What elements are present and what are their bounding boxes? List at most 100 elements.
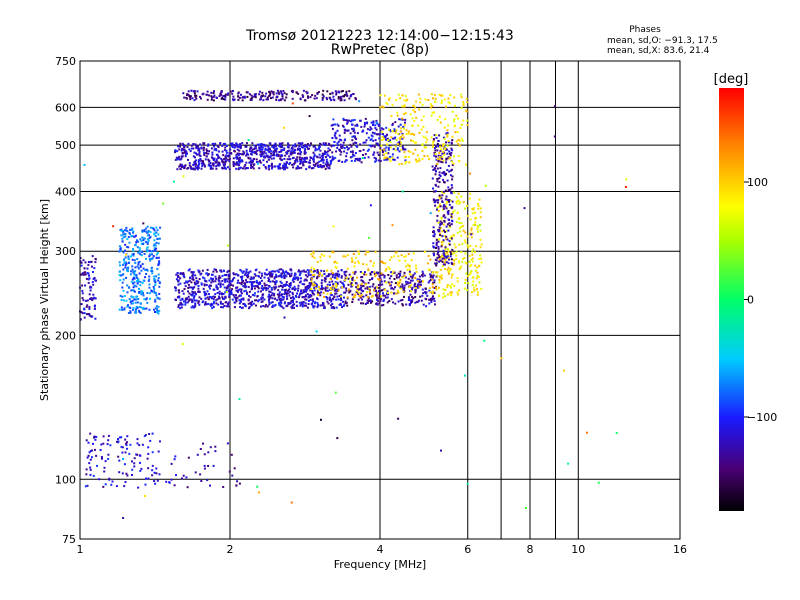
data-point bbox=[344, 274, 347, 277]
data-point bbox=[318, 147, 320, 150]
data-point bbox=[199, 143, 202, 146]
data-point bbox=[89, 286, 92, 289]
data-point bbox=[136, 265, 139, 268]
data-point bbox=[408, 270, 411, 273]
data-point bbox=[187, 456, 190, 459]
data-point bbox=[446, 133, 449, 136]
data-point bbox=[442, 143, 445, 146]
data-point bbox=[386, 158, 389, 161]
data-point bbox=[375, 119, 378, 122]
data-point bbox=[151, 451, 154, 454]
data-point bbox=[384, 288, 387, 291]
data-point bbox=[85, 305, 88, 308]
data-point bbox=[231, 298, 234, 301]
data-point bbox=[127, 255, 130, 258]
data-point bbox=[353, 118, 356, 121]
data-point bbox=[207, 298, 210, 301]
data-point bbox=[239, 147, 242, 150]
data-point bbox=[256, 286, 259, 288]
data-point bbox=[373, 289, 376, 292]
data-point bbox=[279, 280, 282, 283]
data-point bbox=[458, 217, 461, 220]
data-point bbox=[371, 300, 374, 303]
data-point bbox=[470, 233, 473, 236]
data-point bbox=[238, 398, 241, 401]
data-point bbox=[319, 304, 322, 307]
data-point bbox=[124, 249, 126, 252]
data-point bbox=[267, 273, 270, 275]
data-point bbox=[297, 284, 300, 287]
data-point bbox=[432, 187, 434, 190]
data-point bbox=[268, 303, 271, 306]
data-point bbox=[369, 204, 372, 207]
data-point bbox=[209, 295, 211, 298]
data-point bbox=[121, 286, 124, 289]
data-point bbox=[362, 290, 365, 293]
data-point bbox=[368, 287, 371, 290]
data-point bbox=[190, 89, 193, 92]
data-point bbox=[318, 160, 321, 163]
data-point bbox=[179, 164, 182, 167]
data-point bbox=[203, 290, 206, 293]
data-point bbox=[304, 298, 307, 301]
data-point bbox=[226, 166, 229, 169]
data-point bbox=[439, 259, 442, 262]
data-point bbox=[358, 262, 361, 265]
data-point bbox=[298, 152, 301, 155]
data-point bbox=[317, 289, 319, 292]
data-point bbox=[262, 99, 265, 102]
data-point bbox=[391, 130, 394, 133]
data-point bbox=[197, 285, 200, 287]
data-point bbox=[344, 119, 347, 122]
data-point bbox=[397, 276, 400, 279]
data-point bbox=[218, 297, 221, 300]
data-point bbox=[180, 163, 183, 166]
data-point bbox=[239, 288, 242, 291]
data-point bbox=[357, 293, 360, 295]
data-point bbox=[434, 97, 437, 100]
data-point bbox=[446, 248, 449, 251]
data-point bbox=[321, 96, 324, 99]
data-point bbox=[95, 279, 97, 282]
data-point bbox=[382, 304, 385, 306]
data-point bbox=[284, 292, 287, 295]
data-point bbox=[301, 157, 304, 160]
data-point bbox=[441, 155, 444, 158]
data-point bbox=[439, 167, 442, 170]
data-point bbox=[136, 276, 138, 279]
data-point bbox=[276, 269, 279, 272]
data-point bbox=[131, 299, 134, 302]
data-point bbox=[220, 157, 223, 160]
data-point bbox=[200, 272, 203, 275]
data-point bbox=[449, 94, 452, 96]
data-point bbox=[441, 230, 444, 233]
data-point bbox=[267, 147, 270, 150]
data-point bbox=[233, 467, 236, 470]
data-point bbox=[236, 281, 239, 284]
data-point bbox=[289, 274, 291, 277]
data-point bbox=[291, 305, 294, 308]
data-point bbox=[300, 146, 303, 148]
data-point bbox=[450, 286, 452, 289]
data-point bbox=[433, 300, 436, 303]
data-point bbox=[345, 152, 348, 155]
data-point bbox=[156, 307, 159, 310]
data-point bbox=[396, 114, 399, 117]
data-point bbox=[292, 276, 295, 279]
data-point bbox=[217, 283, 220, 286]
data-point bbox=[330, 145, 333, 148]
data-point bbox=[200, 167, 203, 170]
data-point bbox=[382, 138, 385, 141]
data-point bbox=[240, 93, 242, 96]
data-point bbox=[276, 293, 279, 296]
data-point bbox=[236, 289, 239, 292]
data-point bbox=[382, 135, 385, 138]
data-point bbox=[86, 299, 89, 302]
data-point bbox=[424, 98, 427, 101]
data-point bbox=[83, 312, 86, 315]
data-point bbox=[433, 154, 436, 157]
data-point bbox=[438, 286, 440, 289]
data-point bbox=[318, 145, 321, 148]
data-point bbox=[359, 295, 362, 298]
data-point bbox=[237, 289, 240, 292]
